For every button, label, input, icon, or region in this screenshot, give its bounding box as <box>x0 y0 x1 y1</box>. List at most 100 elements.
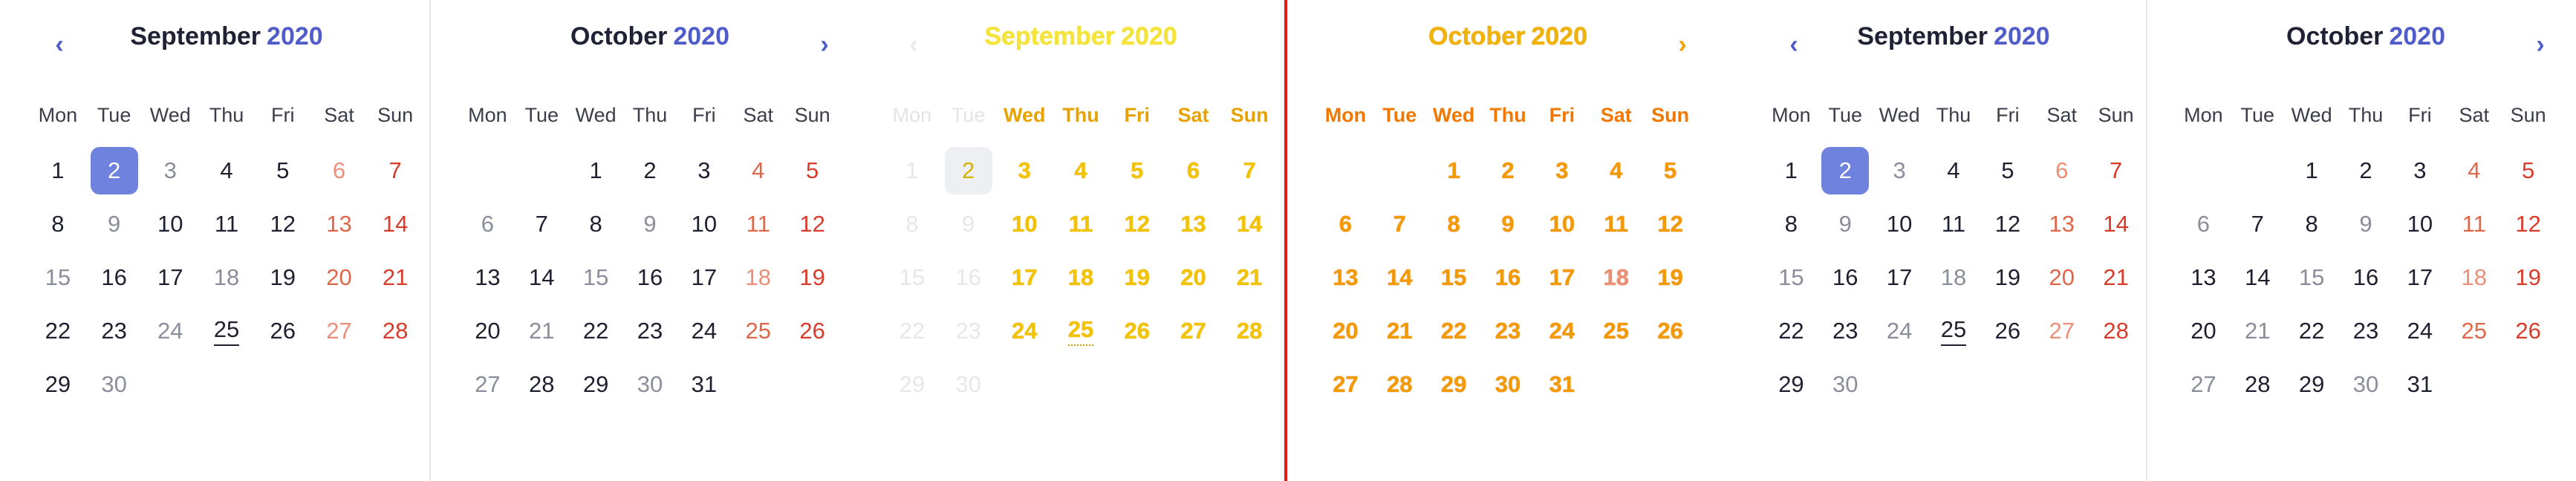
day-cell[interactable]: 5 <box>276 157 290 183</box>
day-cell[interactable]: 17 <box>1886 264 1913 290</box>
day-cell[interactable]: 27 <box>475 371 501 397</box>
day-cell[interactable]: 24 <box>2407 318 2433 344</box>
day-cell[interactable]: 3 <box>1893 157 1906 183</box>
day-cell[interactable]: 24 <box>1549 318 1575 344</box>
day-cell[interactable]: 5 <box>1131 157 1144 183</box>
day-cell[interactable]: 18 <box>1067 264 1094 290</box>
day-cell[interactable]: 3 <box>2413 157 2427 183</box>
prev-month-chevron-icon[interactable]: ‹ <box>55 30 64 59</box>
day-cell[interactable]: 10 <box>1549 211 1575 237</box>
day-cell[interactable]: 3 <box>697 157 711 183</box>
year-label[interactable]: 2020 <box>1531 22 1587 50</box>
day-cell[interactable]: 14 <box>2103 211 2129 237</box>
day-cell[interactable]: 20 <box>2049 264 2075 290</box>
day-cell[interactable]: 8 <box>589 211 602 237</box>
day-cell[interactable]: 18 <box>1940 264 1967 290</box>
day-cell[interactable]: 4 <box>220 157 233 183</box>
day-cell[interactable]: 5 <box>805 157 819 183</box>
day-cell[interactable]: 7 <box>2109 157 2123 183</box>
day-cell[interactable]: 28 <box>1236 318 1263 344</box>
day-cell[interactable]: 13 <box>1333 264 1359 290</box>
day-cell[interactable]: 11 <box>1941 211 1966 237</box>
day-cell[interactable]: 12 <box>1994 211 2021 237</box>
day-cell[interactable]: 16 <box>101 264 127 290</box>
day-cell[interactable]: 20 <box>1180 264 1206 290</box>
day-cell[interactable]: 29 <box>45 371 71 397</box>
day-cell[interactable]: 23 <box>1832 318 1858 344</box>
day-cell[interactable]: 21 <box>2103 264 2129 290</box>
day-cell[interactable]: 2 <box>940 145 997 196</box>
day-cell[interactable]: 22 <box>582 318 609 344</box>
day-cell[interactable]: 14 <box>2245 264 2271 290</box>
day-cell[interactable]: 2 <box>1501 157 1515 183</box>
day-cell[interactable]: 26 <box>1657 318 1683 344</box>
day-cell[interactable]: 30 <box>637 371 663 397</box>
day-cell[interactable]: 13 <box>2190 264 2216 290</box>
day-cell[interactable]: 25 <box>745 318 771 344</box>
day-cell[interactable]: 8 <box>905 211 919 237</box>
day-cell[interactable]: 25 <box>2461 318 2487 344</box>
day-cell[interactable]: 10 <box>1012 211 1038 237</box>
day-cell[interactable]: 25 <box>1927 306 1981 356</box>
day-cell[interactable]: 2 <box>1818 145 1873 196</box>
day-cell[interactable]: 21 <box>529 318 555 344</box>
day-cell[interactable]: 11 <box>746 211 770 237</box>
day-cell[interactable]: 6 <box>2055 157 2069 183</box>
day-cell[interactable]: 8 <box>1447 211 1460 237</box>
day-cell[interactable]: 28 <box>1387 371 1413 397</box>
day-cell[interactable]: 19 <box>2515 264 2541 290</box>
day-cell[interactable]: 22 <box>1778 318 1804 344</box>
day-cell[interactable]: 1 <box>589 157 602 183</box>
day-cell[interactable]: 17 <box>1012 264 1038 290</box>
day-cell[interactable]: 30 <box>1832 371 1858 397</box>
day-cell[interactable]: 2 <box>2359 157 2372 183</box>
year-label[interactable]: 2020 <box>267 22 323 50</box>
day-cell[interactable]: 4 <box>1074 157 1087 183</box>
day-cell[interactable]: 5 <box>2001 157 2014 183</box>
day-cell[interactable]: 15 <box>899 264 926 290</box>
day-cell[interactable]: 17 <box>691 264 718 290</box>
day-cell[interactable]: 29 <box>2298 371 2325 397</box>
day-cell[interactable]: 27 <box>326 318 352 344</box>
day-cell[interactable]: 5 <box>1663 157 1677 183</box>
day-cell[interactable]: 18 <box>745 264 771 290</box>
day-cell[interactable]: 22 <box>899 318 926 344</box>
day-cell[interactable]: 1 <box>2305 157 2318 183</box>
day-cell[interactable]: 27 <box>1180 318 1206 344</box>
day-cell[interactable]: 18 <box>2461 264 2487 290</box>
day-cell[interactable]: 20 <box>475 318 501 344</box>
day-cell[interactable]: 22 <box>2298 318 2325 344</box>
day-cell[interactable]: 19 <box>1124 264 1150 290</box>
day-cell[interactable]: 16 <box>1494 264 1521 290</box>
day-cell[interactable]: 23 <box>101 318 127 344</box>
day-cell[interactable]: 25 <box>1053 306 1109 356</box>
day-cell[interactable]: 18 <box>213 264 240 290</box>
day-cell[interactable]: 4 <box>1610 157 1623 183</box>
day-cell[interactable]: 28 <box>529 371 555 397</box>
day-cell[interactable]: 15 <box>1778 264 1804 290</box>
day-cell[interactable]: 13 <box>1180 211 1206 237</box>
day-cell[interactable]: 1 <box>1784 157 1798 183</box>
day-cell[interactable]: 29 <box>1440 371 1467 397</box>
day-cell[interactable]: 25 <box>1603 318 1629 344</box>
day-cell[interactable]: 10 <box>2407 211 2433 237</box>
day-cell[interactable]: 21 <box>1236 264 1263 290</box>
day-cell[interactable]: 21 <box>382 264 409 290</box>
day-cell[interactable]: 4 <box>1947 157 1960 183</box>
day-cell[interactable]: 17 <box>2407 264 2433 290</box>
day-cell[interactable]: 12 <box>270 211 296 237</box>
day-cell[interactable]: 7 <box>2251 211 2264 237</box>
prev-month-chevron-icon[interactable]: ‹ <box>1789 30 1798 59</box>
day-cell[interactable]: 10 <box>691 211 718 237</box>
day-cell[interactable]: 14 <box>382 211 409 237</box>
day-cell[interactable]: 12 <box>799 211 825 237</box>
day-cell[interactable]: 27 <box>2190 371 2216 397</box>
day-cell[interactable]: 22 <box>45 318 71 344</box>
day-cell[interactable]: 30 <box>1494 371 1521 397</box>
day-cell[interactable]: 15 <box>2298 264 2325 290</box>
day-cell[interactable]: 7 <box>535 211 548 237</box>
day-cell[interactable]: 21 <box>1387 318 1413 344</box>
day-cell[interactable]: 13 <box>475 264 501 290</box>
day-cell[interactable]: 30 <box>955 371 981 397</box>
day-cell[interactable]: 13 <box>2049 211 2075 237</box>
